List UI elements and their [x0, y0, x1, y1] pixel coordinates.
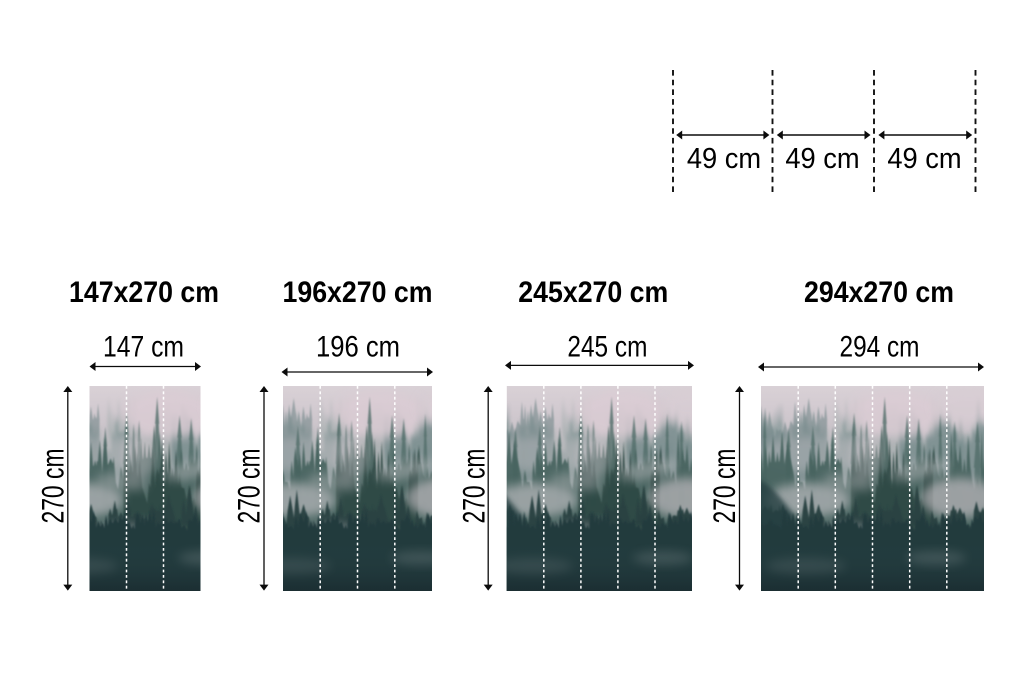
svg-text:49 cm: 49 cm: [785, 143, 859, 175]
svg-text:245 cm: 245 cm: [567, 330, 647, 363]
svg-text:270 cm: 270 cm: [706, 449, 742, 524]
svg-text:270 cm: 270 cm: [35, 449, 71, 524]
svg-text:147x270 cm: 147x270 cm: [69, 276, 219, 309]
svg-text:294 cm: 294 cm: [840, 330, 920, 363]
svg-text:245x270 cm: 245x270 cm: [518, 276, 668, 309]
svg-text:196x270 cm: 196x270 cm: [283, 276, 433, 309]
svg-text:270 cm: 270 cm: [231, 449, 267, 524]
svg-text:294x270 cm: 294x270 cm: [804, 276, 954, 309]
svg-text:196 cm: 196 cm: [316, 330, 400, 363]
svg-text:49 cm: 49 cm: [887, 143, 961, 175]
svg-text:49 cm: 49 cm: [687, 143, 761, 175]
svg-text:270 cm: 270 cm: [456, 449, 492, 524]
svg-text:147 cm: 147 cm: [103, 330, 184, 363]
